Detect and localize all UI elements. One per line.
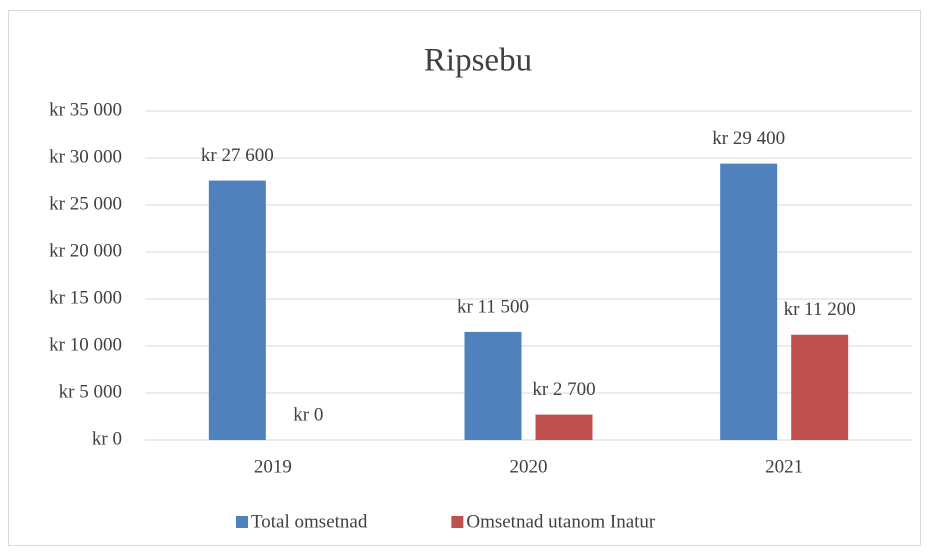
legend-swatch bbox=[451, 516, 464, 528]
legend-label: Total omsetnad bbox=[251, 511, 368, 532]
bar bbox=[720, 163, 778, 440]
data-label: kr 11 500 bbox=[457, 296, 529, 317]
y-tick-label: kr 35 000 bbox=[49, 99, 122, 120]
x-tick-label: 2020 bbox=[510, 456, 548, 477]
y-tick-label: kr 30 000 bbox=[49, 146, 122, 167]
x-tick-label: 2021 bbox=[765, 456, 803, 477]
data-label: kr 27 600 bbox=[201, 145, 274, 166]
data-label: kr 29 400 bbox=[712, 128, 785, 149]
y-tick-label: kr 0 bbox=[92, 428, 122, 449]
y-tick-label: kr 20 000 bbox=[49, 240, 122, 261]
y-tick-label: kr 25 000 bbox=[49, 193, 122, 214]
bar bbox=[464, 331, 522, 440]
bar bbox=[208, 180, 266, 440]
data-label: kr 11 200 bbox=[784, 299, 856, 320]
data-label: kr 0 bbox=[293, 404, 323, 425]
legend-swatch bbox=[236, 516, 248, 528]
x-tick-label: 2019 bbox=[254, 456, 292, 477]
legend-label: Omsetnad utanom Inatur bbox=[466, 511, 656, 532]
chart-title: Ripsebu bbox=[424, 43, 532, 79]
data-label: kr 2 700 bbox=[532, 379, 595, 400]
bar bbox=[791, 334, 849, 440]
bar bbox=[535, 414, 593, 440]
y-tick-label: kr 10 000 bbox=[49, 334, 122, 355]
y-tick-label: kr 5 000 bbox=[59, 381, 122, 402]
y-tick-label: kr 15 000 bbox=[49, 287, 122, 308]
